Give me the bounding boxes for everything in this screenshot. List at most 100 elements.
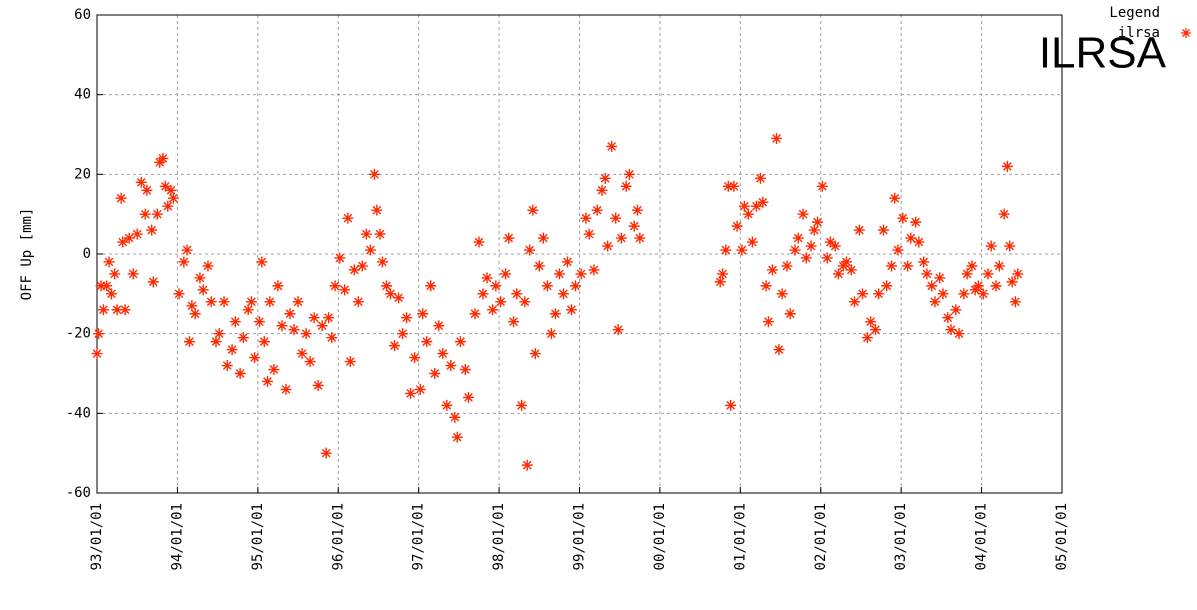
data-point <box>374 228 386 240</box>
data-point <box>218 296 230 308</box>
data-point <box>181 244 193 256</box>
data-point <box>990 280 1002 292</box>
data-point <box>623 168 635 180</box>
data-point <box>746 236 758 248</box>
data-point <box>527 204 539 216</box>
data-point <box>258 336 270 348</box>
data-point <box>268 364 280 376</box>
annotation: ILRSA <box>1039 29 1167 78</box>
data-point <box>245 296 257 308</box>
legend-marker <box>1181 28 1191 38</box>
data-point <box>812 216 824 228</box>
data-point <box>631 204 643 216</box>
data-point <box>634 232 646 244</box>
data-point <box>865 316 877 328</box>
data-point <box>323 312 335 324</box>
data-point <box>117 236 129 248</box>
data-point <box>853 224 865 236</box>
legend-title: Legend <box>1109 5 1160 21</box>
data-point <box>451 431 463 443</box>
data-point <box>261 375 273 387</box>
data-point <box>348 264 360 276</box>
data-point <box>308 312 320 324</box>
data-point <box>993 260 1005 272</box>
data-point <box>97 304 109 316</box>
data-point <box>364 244 376 256</box>
data-point <box>183 336 195 348</box>
data-point <box>292 296 304 308</box>
y-tick-label: 0 <box>83 246 91 262</box>
data-point <box>454 336 466 348</box>
data-point <box>385 288 397 300</box>
data-point <box>473 236 485 248</box>
data-point <box>421 336 433 348</box>
data-point <box>771 132 783 144</box>
data-point <box>409 352 421 364</box>
data-point <box>808 224 820 236</box>
data-point <box>371 204 383 216</box>
y-tick-label: -60 <box>66 485 91 501</box>
data-point <box>588 264 600 276</box>
data-point <box>459 364 471 376</box>
data-point <box>521 459 533 471</box>
data-point <box>284 308 296 320</box>
data-point <box>541 280 553 292</box>
data-point <box>602 240 614 252</box>
data-point <box>178 256 190 268</box>
data-point <box>127 268 139 280</box>
data-point <box>381 280 392 292</box>
data-point <box>147 276 159 288</box>
x-tick-label: 02/01/01 <box>813 503 829 570</box>
data-point <box>433 320 445 332</box>
data-point <box>91 348 103 360</box>
x-tick-label: 94/01/01 <box>169 503 185 570</box>
data-point <box>414 383 426 395</box>
data-point <box>229 316 241 328</box>
data-point <box>886 260 898 272</box>
x-tick-label: 00/01/01 <box>652 503 668 570</box>
data-point <box>736 244 748 256</box>
data-point <box>429 368 441 379</box>
data-point <box>773 344 785 356</box>
data-point <box>103 256 115 268</box>
data-point <box>210 336 222 348</box>
data-point <box>495 296 507 308</box>
x-tick-label: 01/01/01 <box>732 503 748 570</box>
data-point <box>800 252 812 264</box>
data-point <box>575 268 587 280</box>
x-tick-label: 98/01/01 <box>491 503 507 570</box>
data-point <box>93 328 105 340</box>
data-point <box>869 324 881 336</box>
data-point <box>762 316 774 328</box>
data-point <box>417 308 429 320</box>
data-point <box>877 224 889 236</box>
data-point <box>596 184 608 196</box>
data-point <box>805 240 817 252</box>
data-point <box>1006 276 1018 288</box>
data-point <box>194 272 206 284</box>
data-point <box>533 260 545 272</box>
data-point <box>580 212 592 224</box>
y-tick-label: 20 <box>74 166 91 182</box>
data-point <box>165 184 177 196</box>
data-point <box>789 244 801 256</box>
data-point <box>304 356 316 368</box>
data-point <box>135 176 147 188</box>
data-point <box>857 288 869 300</box>
data-point <box>105 288 117 300</box>
data-point <box>961 268 973 280</box>
x-tick-label: 99/01/01 <box>572 503 588 570</box>
data-point <box>881 280 893 292</box>
data-point <box>253 316 265 328</box>
data-point <box>213 328 225 340</box>
data-point <box>469 308 481 320</box>
data-point <box>998 208 1010 220</box>
data-point <box>264 296 276 308</box>
data-point <box>242 304 254 316</box>
data-point <box>167 192 179 204</box>
data-point <box>425 280 437 292</box>
data-point <box>985 240 997 252</box>
plot-frame <box>96 14 1063 494</box>
data-point <box>929 296 941 308</box>
